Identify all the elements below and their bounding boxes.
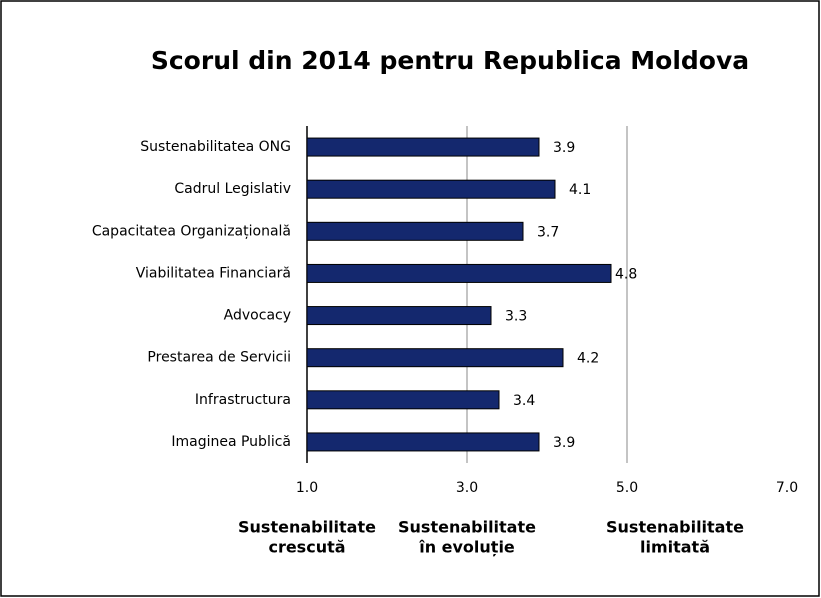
y-tick-label: Imaginea Publică [171, 434, 291, 450]
y-tick-label: Viabilitatea Financiară [136, 265, 291, 281]
bar [306, 137, 540, 157]
y-tick-label: Prestarea de Servicii [147, 350, 291, 366]
value-label: 4.1 [569, 182, 591, 198]
annotation: Sustenabilitate [398, 518, 536, 537]
y-tick-label: Infrastructura [195, 392, 291, 408]
value-label: 3.9 [553, 140, 575, 156]
value-label: 3.3 [505, 309, 527, 325]
x-tick-label: 1.0 [296, 480, 318, 496]
y-tick-label: Advocacy [224, 308, 291, 324]
y-tick-label: Capacitatea Organizațională [92, 223, 291, 239]
bar [306, 179, 556, 199]
y-tick-label: Sustenabilitatea ONG [140, 139, 291, 155]
value-label: 3.9 [553, 435, 575, 451]
annotation: Sustenabilitate [606, 518, 744, 537]
x-tick-label: 3.0 [456, 480, 478, 496]
y-tick-label: Cadrul Legislativ [174, 181, 291, 197]
bar [306, 221, 524, 241]
annotation: în evoluție [418, 538, 515, 557]
annotation: Sustenabilitate [238, 518, 376, 537]
bar [306, 263, 612, 283]
value-label: 4.8 [615, 266, 637, 282]
bar [306, 348, 564, 368]
annotation: crescută [268, 538, 345, 557]
value-label: 4.2 [577, 351, 599, 367]
bar [306, 432, 540, 452]
x-tick-label: 5.0 [616, 480, 638, 496]
chart-title: Scorul din 2014 pentru Republica Moldova [151, 46, 749, 75]
x-tick-label: 7.0 [776, 480, 798, 496]
annotation: limitată [640, 538, 710, 557]
value-label: 3.7 [537, 224, 559, 240]
bar [306, 390, 500, 410]
bar [306, 306, 492, 326]
value-label: 3.4 [513, 393, 535, 409]
